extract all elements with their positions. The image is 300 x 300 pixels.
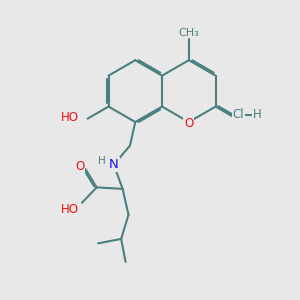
Text: O: O (184, 117, 194, 130)
Text: O: O (75, 160, 84, 173)
Text: O: O (235, 112, 244, 125)
Text: H: H (98, 156, 105, 166)
Text: Cl: Cl (232, 108, 244, 121)
Text: HO: HO (61, 203, 79, 216)
Text: H: H (253, 108, 262, 121)
Text: CH₃: CH₃ (178, 28, 199, 38)
Text: N: N (109, 158, 119, 171)
Text: HO: HO (61, 111, 79, 124)
